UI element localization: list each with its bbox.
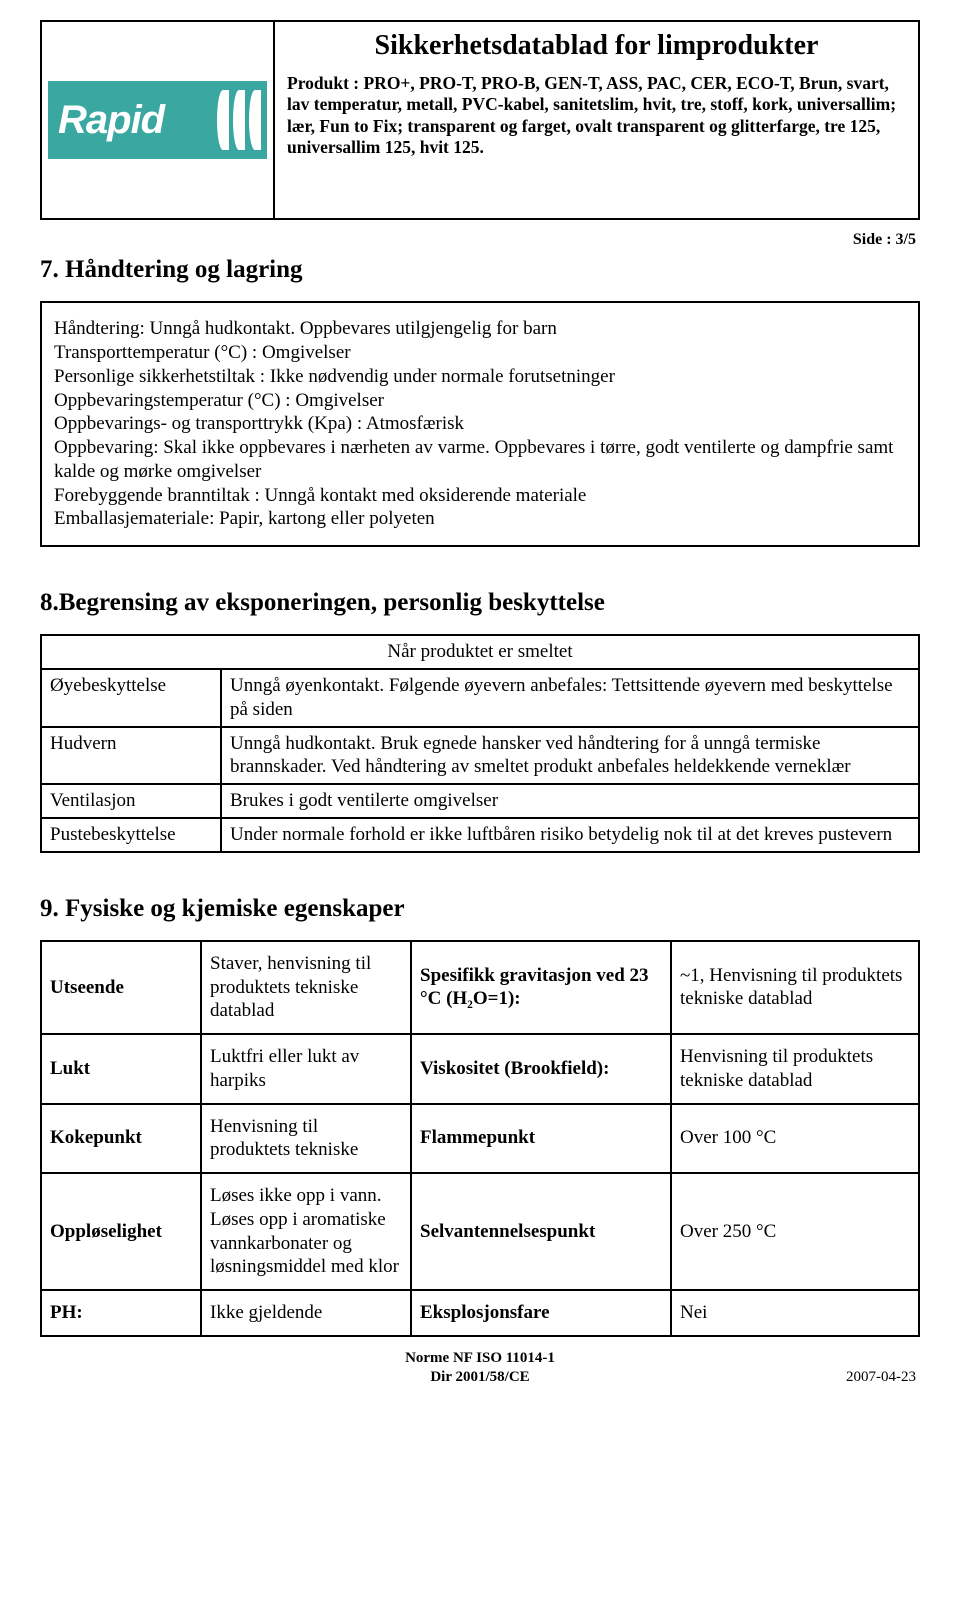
phys-label: Lukt [41,1034,201,1104]
logo-text: Rapid [58,95,164,145]
phys-label: Spesifikk gravitasjon ved 23 °C (H₂O=1): [411,941,671,1034]
protection-value: Under normale forhold er ikke luftbåren … [221,818,919,852]
footer-norm: Norme NF ISO 11014-1 [40,1349,920,1369]
phys-value: Ikke gjeldende [201,1290,411,1336]
phys-value: Henvisning til produktets tekniske datab… [671,1034,919,1104]
phys-value: Over 100 °C [671,1104,919,1174]
logo-cell: Rapid [40,20,275,220]
phys-value: Løses ikke opp i vann. Løses opp i aroma… [201,1173,411,1290]
phys-label: Utseende [41,941,201,1034]
phys-label: PH: [41,1290,201,1336]
product-description: Produkt : PRO+, PRO-T, PRO-B, GEN-T, ASS… [287,73,906,158]
phys-value: Henvisning til produktets tekniske [201,1104,411,1174]
protection-label: Øyebeskyttelse [41,669,221,727]
protection-value: Unngå øyenkontakt. Følgende øyevern anbe… [221,669,919,727]
phys-label: Eksplosjonsfare [411,1290,671,1336]
document-title: Sikkerhetsdatablad for limprodukter [287,28,906,63]
table-row: Hudvern Unngå hudkontakt. Bruk egnede ha… [41,727,919,785]
section-8-title: 8.Begrensing av eksponeringen, personlig… [40,587,920,618]
section-9-title: 9. Fysiske og kjemiske egenskaper [40,893,920,924]
phys-value: ~1, Henvisning til produktets tekniske d… [671,941,919,1034]
section-8-table: Når produktet er smeltet Øyebeskyttelse … [40,634,920,852]
logo-waves-icon [217,90,261,150]
table-row: Oppløselighet Løses ikke opp i vann. Løs… [41,1173,919,1290]
phys-value: Over 250 °C [671,1173,919,1290]
protection-label: Pustebeskyttelse [41,818,221,852]
protection-value: Unngå hudkontakt. Bruk egnede hansker ve… [221,727,919,785]
phys-value: Luktfri eller lukt av harpiks [201,1034,411,1104]
section-7-body: Håndtering: Unngå hudkontakt. Oppbevares… [54,317,906,531]
phys-label: Flammepunkt [411,1104,671,1174]
table-row: PH: Ikke gjeldende Eksplosjonsfare Nei [41,1290,919,1336]
table-row: Øyebeskyttelse Unngå øyenkontakt. Følgen… [41,669,919,727]
table-row: Utseende Staver, henvisning til produkte… [41,941,919,1034]
footer-date: 2007-04-23 [846,1368,916,1388]
protection-label: Hudvern [41,727,221,785]
phys-label: Viskositet (Brookfield): [411,1034,671,1104]
phys-value: Staver, henvisning til produktets teknis… [201,941,411,1034]
table-row: Kokepunkt Henvisning til produktets tekn… [41,1104,919,1174]
section-7-title: 7. Håndtering og lagring [40,254,920,285]
table-row: Pustebeskyttelse Under normale forhold e… [41,818,919,852]
footer-dir: Dir 2001/58/CE [40,1368,920,1388]
protection-value: Brukes i godt ventilerte omgivelser [221,784,919,818]
page-footer: Norme NF ISO 11014-1 Dir 2001/58/CE 2007… [40,1349,920,1388]
phys-label: Selvantennelsespunkt [411,1173,671,1290]
title-cell: Sikkerhetsdatablad for limprodukter Prod… [275,20,920,220]
section-7-box: Håndtering: Unngå hudkontakt. Oppbevares… [40,301,920,547]
document-header: Rapid Sikkerhetsdatablad for limprodukte… [40,20,920,220]
phys-value: Nei [671,1290,919,1336]
table-row: Lukt Luktfri eller lukt av harpiks Visko… [41,1034,919,1104]
phys-label: Kokepunkt [41,1104,201,1174]
page-indicator: Side : 3/5 [40,230,916,250]
section-9-table: Utseende Staver, henvisning til produkte… [40,940,920,1337]
rapid-logo: Rapid [48,81,267,159]
protection-label: Ventilasjon [41,784,221,818]
phys-label: Oppløselighet [41,1173,201,1290]
table-row: Ventilasjon Brukes i godt ventilerte omg… [41,784,919,818]
section-8-subtitle: Når produktet er smeltet [41,635,919,669]
